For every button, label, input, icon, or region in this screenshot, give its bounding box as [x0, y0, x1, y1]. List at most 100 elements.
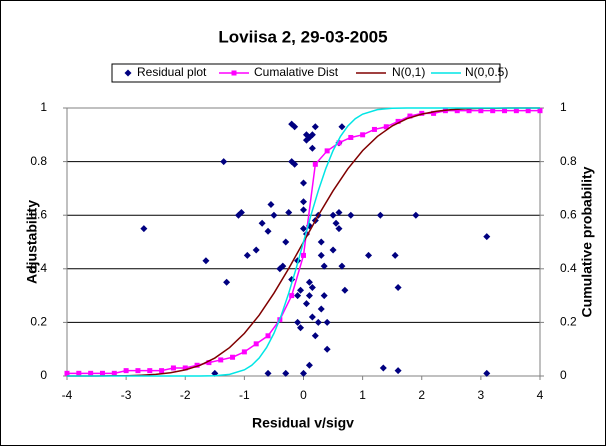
- line-point: [312, 161, 318, 167]
- line-point: [289, 293, 295, 299]
- scatter-point: [311, 332, 319, 340]
- line-point: [454, 108, 460, 114]
- scatter-point: [483, 233, 491, 241]
- scatter-point: [300, 225, 307, 233]
- scatter-point: [311, 123, 319, 131]
- scatter-point: [291, 160, 299, 168]
- scatter-point: [412, 211, 420, 219]
- scatter-point: [323, 345, 331, 353]
- line-point: [513, 108, 519, 114]
- legend-marker: [124, 69, 132, 77]
- y-tick-label: 1: [40, 100, 47, 114]
- x-tick-label: 4: [537, 388, 544, 402]
- scatter-point: [308, 144, 316, 152]
- line-point: [324, 148, 330, 154]
- y-tick-label: 0.6: [30, 207, 47, 221]
- scatter-point: [220, 158, 228, 166]
- scatter-point: [252, 246, 260, 254]
- line-point: [218, 357, 224, 363]
- scatter-point: [234, 211, 242, 219]
- legend-marker: [231, 70, 237, 76]
- x-tick-label: -1: [239, 388, 250, 402]
- scatter-point: [282, 369, 290, 377]
- scatter-point: [264, 369, 272, 377]
- line-point: [159, 368, 165, 374]
- scatter-point: [258, 219, 266, 227]
- line-point: [123, 368, 129, 374]
- scatter-point: [335, 225, 343, 233]
- legend-label: N(0,0.5): [465, 65, 508, 79]
- line-point: [395, 118, 401, 124]
- scatter-point: [483, 369, 491, 377]
- scatter-point: [332, 219, 340, 227]
- y-axis-title: Adjustability: [24, 200, 40, 284]
- scatter-point: [279, 262, 287, 270]
- line-point: [99, 370, 105, 376]
- scatter-point: [338, 123, 346, 131]
- line-point: [537, 108, 543, 114]
- y-tick-label: 0: [40, 368, 47, 382]
- scatter-point: [297, 324, 305, 332]
- scatter-point: [314, 318, 322, 326]
- scatter-point: [300, 179, 307, 187]
- scatter-point: [300, 369, 307, 377]
- line-point: [182, 365, 188, 371]
- scatter-point: [320, 262, 328, 270]
- legend-label: Residual plot: [137, 65, 207, 79]
- y-tick-label: 0.4: [30, 261, 47, 275]
- scatter-point: [223, 278, 231, 286]
- line-point: [301, 252, 306, 258]
- scatter-point: [305, 292, 313, 300]
- scatter-point: [317, 238, 325, 246]
- scatter-point: [285, 209, 293, 217]
- x-tick-label: -4: [62, 388, 73, 402]
- scatter-point: [267, 200, 275, 208]
- legend-label: N(0,1): [392, 65, 425, 79]
- scatter-point: [264, 227, 272, 235]
- line-point: [419, 110, 425, 116]
- scatter-point: [297, 286, 305, 294]
- scatter-point: [243, 251, 251, 259]
- line-point: [230, 354, 236, 360]
- scatter-point: [394, 367, 402, 375]
- line-point: [194, 362, 200, 368]
- line-point: [478, 108, 484, 114]
- line-point: [348, 134, 354, 140]
- x-tick-label: 3: [478, 388, 485, 402]
- y2-tick-label: 1: [560, 100, 567, 114]
- scatter-point: [365, 251, 373, 259]
- scatter-point: [323, 318, 331, 326]
- scatter-point: [140, 225, 148, 233]
- scatter-point: [391, 251, 399, 259]
- scatter-point: [317, 305, 325, 313]
- scatter-point: [202, 257, 210, 265]
- scatter-point: [329, 246, 337, 254]
- y2-tick-label: 0.8: [560, 154, 577, 168]
- y-tick-label: 0.2: [30, 315, 47, 329]
- scatter-point: [394, 284, 402, 292]
- scatter-point: [300, 198, 307, 206]
- scatter-point: [300, 206, 307, 214]
- line-point: [206, 360, 212, 366]
- line-point: [147, 368, 153, 374]
- scatter-point: [270, 211, 278, 219]
- scatter-point: [317, 251, 325, 259]
- scatter-point: [291, 123, 299, 131]
- line-point: [265, 333, 271, 339]
- scatter-point: [282, 238, 290, 246]
- line-point: [371, 126, 377, 132]
- line-point: [241, 349, 247, 355]
- scatter-point: [335, 209, 343, 217]
- line-point: [360, 132, 366, 138]
- line-point: [490, 108, 496, 114]
- scatter-point: [305, 278, 313, 286]
- scatter-point: [376, 211, 384, 219]
- line-point: [111, 370, 117, 376]
- x-tick-label: 1: [359, 388, 366, 402]
- x-axis-title: Residual v/sigv: [252, 415, 354, 431]
- scatter-point: [320, 292, 328, 300]
- scatter-point: [347, 211, 355, 219]
- scatter-point: [308, 313, 316, 321]
- scatter-point: [379, 364, 387, 372]
